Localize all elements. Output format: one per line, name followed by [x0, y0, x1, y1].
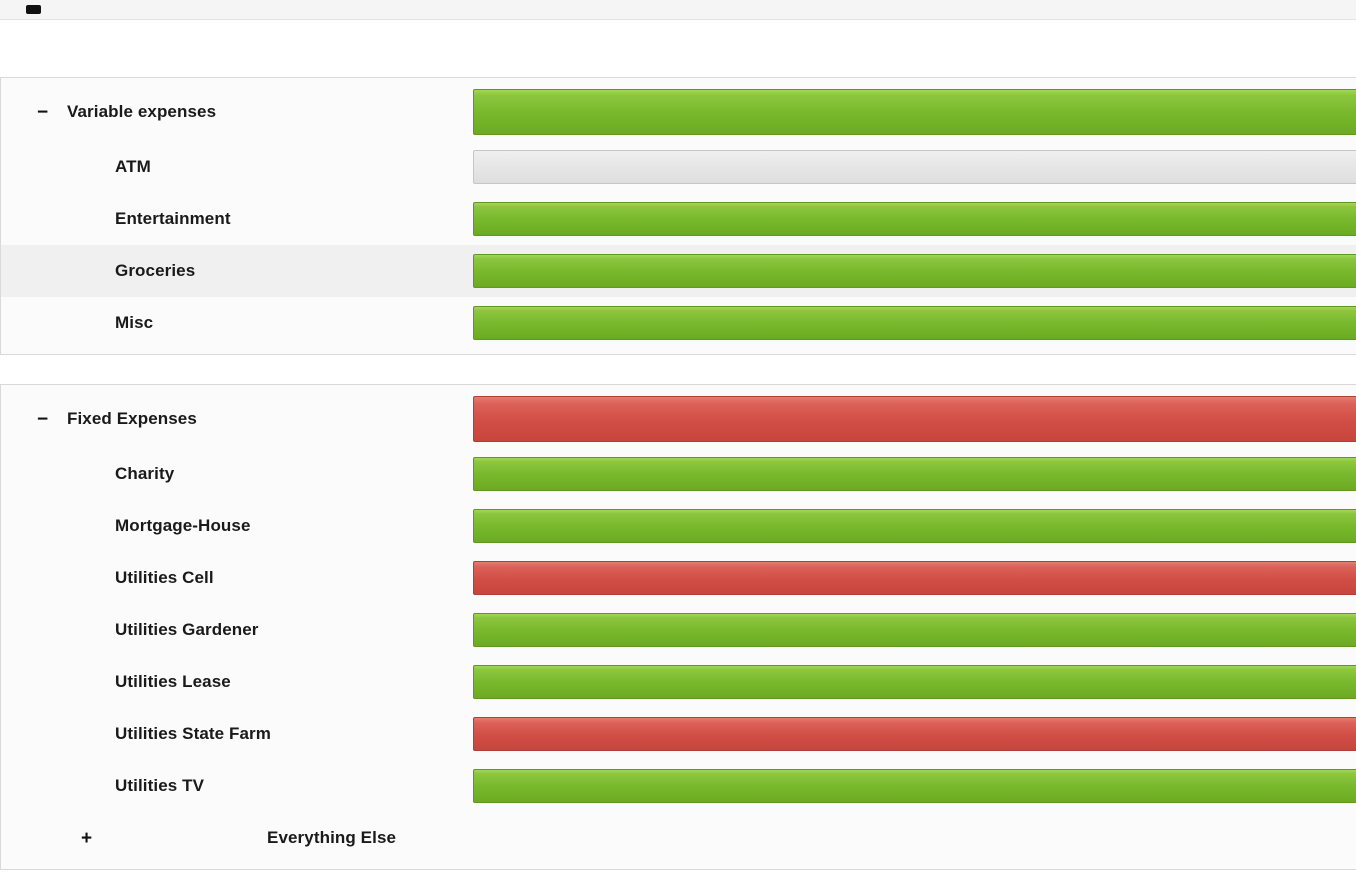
group-header-row: − Fixed Expenses	[1, 390, 1356, 448]
category-label: Groceries	[115, 261, 196, 280]
budget-bar[interactable]	[473, 306, 1356, 340]
group-label-cell: − Fixed Expenses	[1, 409, 473, 429]
category-label: Utilities State Farm	[115, 724, 271, 743]
everything-else-label-cell: + Everything Else	[1, 828, 473, 848]
budget-bar[interactable]	[473, 769, 1356, 803]
budget-bar[interactable]	[473, 509, 1356, 543]
category-row: Utilities Cell	[1, 552, 1356, 604]
category-label: Mortgage-House	[115, 516, 251, 535]
collapse-icon[interactable]: −	[37, 101, 49, 123]
category-row: Utilities Lease	[1, 656, 1356, 708]
category-row: Entertainment	[1, 193, 1356, 245]
budget-bar[interactable]	[473, 150, 1356, 184]
category-label: Utilities Cell	[115, 568, 214, 587]
budget-group-panel-fixed: − Fixed Expenses Charity Mortgage-House …	[0, 384, 1356, 870]
category-label-cell: Misc	[1, 313, 473, 333]
everything-else-row: + Everything Else	[1, 812, 1356, 864]
category-row: Utilities Gardener	[1, 604, 1356, 656]
group-label: Fixed Expenses	[67, 409, 197, 428]
category-label-cell: Entertainment	[1, 209, 473, 229]
budget-view: − Variable expenses ATM Entertainment Gr…	[0, 20, 1356, 890]
category-label: Entertainment	[115, 209, 231, 228]
budget-bar[interactable]	[473, 717, 1356, 751]
category-label: Utilities Gardener	[115, 620, 259, 639]
window-edge-strip	[0, 0, 1356, 20]
budget-bar[interactable]	[473, 89, 1356, 135]
category-label: Charity	[115, 464, 175, 483]
window-corner-mark	[26, 5, 41, 14]
budget-bar[interactable]	[473, 665, 1356, 699]
category-label-cell: Mortgage-House	[1, 516, 473, 536]
category-label: Utilities TV	[115, 776, 205, 795]
category-row: Groceries	[1, 245, 1356, 297]
budget-bar[interactable]	[473, 561, 1356, 595]
category-row: Mortgage-House	[1, 500, 1356, 552]
collapse-icon[interactable]: −	[37, 408, 49, 430]
budget-bar[interactable]	[473, 457, 1356, 491]
category-label: Utilities Lease	[115, 672, 231, 691]
group-label: Variable expenses	[67, 102, 217, 121]
group-header-row: − Variable expenses	[1, 83, 1356, 141]
category-label-cell: Utilities Lease	[1, 672, 473, 692]
expand-icon[interactable]: +	[81, 827, 93, 849]
category-row: Utilities State Farm	[1, 708, 1356, 760]
budget-bar[interactable]	[473, 396, 1356, 442]
category-label-cell: ATM	[1, 157, 473, 177]
group-label-cell: − Variable expenses	[1, 102, 473, 122]
empty-bar-area	[473, 821, 1356, 855]
category-label-cell: Utilities TV	[1, 776, 473, 796]
category-label-cell: Groceries	[1, 261, 473, 281]
category-row: ATM	[1, 141, 1356, 193]
category-row: Utilities TV	[1, 760, 1356, 812]
category-label-cell: Charity	[1, 464, 473, 484]
category-row: Charity	[1, 448, 1356, 500]
category-row: Misc	[1, 297, 1356, 349]
category-label: ATM	[115, 157, 151, 176]
category-label-cell: Utilities Gardener	[1, 620, 473, 640]
budget-bar[interactable]	[473, 254, 1356, 288]
budget-group-panel-variable: − Variable expenses ATM Entertainment Gr…	[0, 77, 1356, 355]
category-label-cell: Utilities Cell	[1, 568, 473, 588]
budget-bar[interactable]	[473, 202, 1356, 236]
everything-else-label: Everything Else	[267, 828, 397, 847]
category-label: Misc	[115, 313, 154, 332]
budget-bar[interactable]	[473, 613, 1356, 647]
category-label-cell: Utilities State Farm	[1, 724, 473, 744]
